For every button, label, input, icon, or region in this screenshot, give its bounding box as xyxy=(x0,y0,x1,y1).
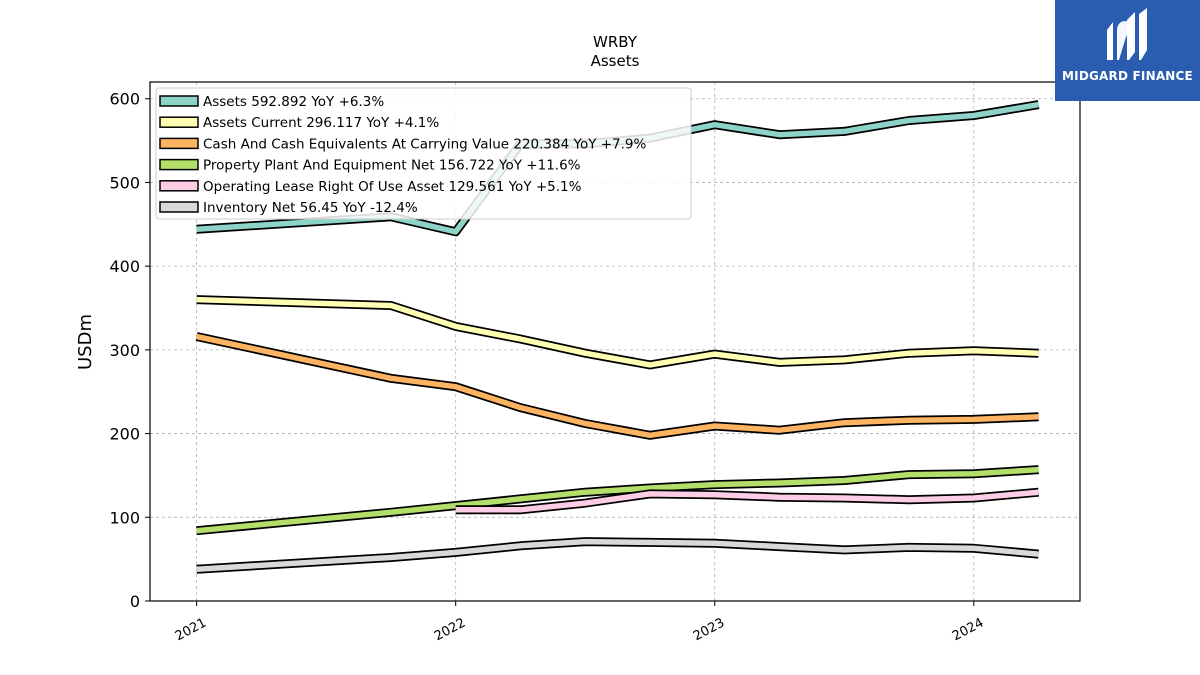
legend-entry: Cash And Cash Equivalents At Carrying Va… xyxy=(203,136,647,152)
legend-swatch xyxy=(159,201,199,213)
series-line xyxy=(196,466,1039,534)
series-property-plant-and-equipment-net xyxy=(196,465,1039,536)
midgard-finance-logo: MIDGARD FINANCE xyxy=(1055,0,1200,101)
legend-swatch xyxy=(159,95,199,107)
plot-frame xyxy=(149,81,1081,602)
legend-swatch xyxy=(159,158,199,171)
y-tick-label: 400 xyxy=(109,257,140,276)
series-line xyxy=(196,333,1039,439)
y-tick-label: 0 xyxy=(130,592,140,611)
series-inventory-net xyxy=(196,537,1040,574)
y-tick-label: 100 xyxy=(109,508,140,527)
legend-entry: Operating Lease Right Of Use Asset 129.5… xyxy=(203,179,582,195)
legend: Assets 592.892 YoY +6.3% Assets Current 2… xyxy=(155,87,692,220)
y-tick-label: 200 xyxy=(109,425,140,444)
x-tick-label: 2021 xyxy=(173,616,209,645)
series-line xyxy=(196,538,1039,572)
series-operating-lease-right-of-use-asset xyxy=(455,487,1040,515)
legend-swatch xyxy=(159,116,199,128)
x-tick-label: 2022 xyxy=(432,616,468,645)
series-cash-and-cash-equivalents-at-carrying-value xyxy=(195,332,1039,440)
chart-subtitle: Assets xyxy=(590,52,640,70)
chart-title: WRBY xyxy=(593,33,637,51)
legend-entry: Inventory Net 56.45 YoY -12.4% xyxy=(203,200,418,216)
legend-swatch xyxy=(159,180,199,192)
logo-text: MIDGARD FINANCE xyxy=(1062,69,1193,83)
y-tick-label: 500 xyxy=(109,173,140,192)
y-tick-label: 600 xyxy=(109,90,140,109)
ticks-layer: 0 100 200 300 400 500 600 2021 2022 2023 2024 xyxy=(109,90,986,645)
x-tick-label: 2024 xyxy=(950,616,986,645)
y-tick-label: 300 xyxy=(109,341,140,360)
logo-mark-icon xyxy=(1107,8,1147,60)
series-assets-current xyxy=(196,295,1039,370)
legend-entry: Assets Current 296.117 YoY +4.1% xyxy=(203,115,439,131)
y-axis-label: USDm xyxy=(75,314,96,370)
series-line xyxy=(196,296,1039,368)
legend-swatch xyxy=(159,137,199,150)
series-line xyxy=(455,489,1039,513)
x-tick-label: 2023 xyxy=(691,616,727,645)
legend-box xyxy=(155,87,692,220)
legend-entry: Assets 592.892 YoY +6.3% xyxy=(203,94,384,110)
legend-entry: Property Plant And Equipment Net 156.722… xyxy=(203,158,581,174)
